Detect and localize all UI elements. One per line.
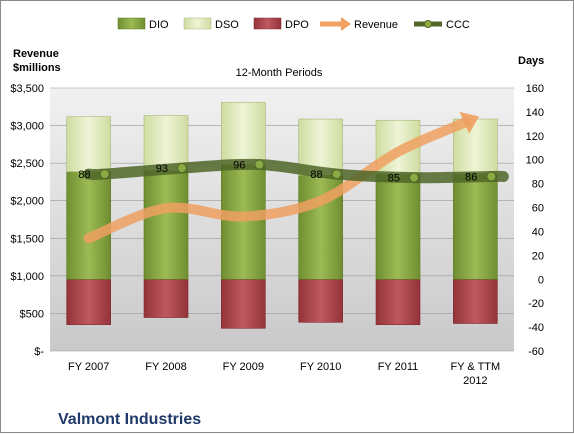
chart-title: 12-Month Periods <box>236 67 323 79</box>
dpo-bar <box>453 278 498 324</box>
x-axis-tick-label: FY & TTM <box>450 361 500 373</box>
company-name: Valmont Industries <box>58 411 201 428</box>
revenue-arrowhead <box>459 111 479 134</box>
dso-bar <box>221 102 266 165</box>
dpo-bar <box>298 278 343 323</box>
ccc-data-label: 85 <box>388 173 400 185</box>
right-axis-tick-label: -60 <box>528 346 544 358</box>
legend-revenue-arrowhead <box>341 17 351 31</box>
ccc-point <box>254 159 265 170</box>
right-axis-tick-label: 100 <box>526 155 544 167</box>
dso-bar <box>66 116 111 172</box>
ccc-point <box>409 172 419 183</box>
right-axis-tick-label: -40 <box>528 322 544 334</box>
left-axis-tick-label: $1,000 <box>10 271 44 283</box>
legend-ccc-marker <box>424 20 432 28</box>
revenue-series <box>83 111 479 244</box>
right-axis-tick-label: 20 <box>532 250 544 262</box>
left-axis-tick-label: $2,000 <box>10 196 44 208</box>
right-axis-tick-label: 60 <box>532 203 544 215</box>
x-axis-ticks: FY 2007 FY 2008 FY 2009 FY 2010 FY 2011 FY & … <box>68 361 500 387</box>
dio-bar <box>221 164 266 280</box>
dio-bar <box>143 170 189 280</box>
left-axis-title-line1: Revenue <box>13 48 59 60</box>
x-axis-tick-label: FY 2011 <box>378 361 419 373</box>
legend-dpo-label: DPO <box>285 19 309 31</box>
dpo-bar <box>221 278 266 329</box>
right-axis-tick-label: 140 <box>526 107 544 119</box>
dpo-bar <box>375 278 421 326</box>
dio-bar <box>66 171 111 280</box>
dpo-bar <box>143 278 189 318</box>
ccc-point <box>99 169 110 180</box>
legend-dio-label: DIO <box>149 19 169 31</box>
right-axis-tick-label: -20 <box>528 298 544 310</box>
ccc-data-label: 96 <box>233 160 245 172</box>
legend: DIO DSO DPO Revenue CCC <box>117 17 470 31</box>
legend-dpo-swatch <box>253 17 282 30</box>
legend-dio-swatch <box>117 17 146 30</box>
left-axis-tick-label: $3,000 <box>10 121 44 133</box>
left-axis-tick-label: $- <box>34 346 44 358</box>
legend-ccc-label: CCC <box>446 19 470 31</box>
ccc-point <box>177 163 187 174</box>
right-axis-tick-label: 160 <box>526 83 544 95</box>
x-axis-tick-label-line2: 2012 <box>463 375 487 387</box>
left-axis-ticks: $- $500 $1,000 $1,500 $2,000 $2,500 $3,000 $3,5… <box>10 83 44 358</box>
x-axis-tick-label: FY 2009 <box>223 361 264 373</box>
ccc-data-label: 86 <box>465 171 477 183</box>
left-axis-tick-label: $500 <box>20 308 44 320</box>
left-axis-tick-label: $1,500 <box>10 233 44 245</box>
ccc-point <box>331 169 342 180</box>
right-axis-ticks: -60 -40 -20 0 20 40 60 80 100 120 140 160 <box>526 83 544 358</box>
gridlines <box>50 87 514 352</box>
ccc-line <box>83 158 509 184</box>
ccc-data-label: 88 <box>310 169 322 181</box>
dpo-bar <box>66 278 111 326</box>
x-axis-tick-label: FY 2010 <box>300 361 341 373</box>
ccc-data-label: 88 <box>78 169 90 181</box>
right-axis-tick-label: 40 <box>532 226 544 238</box>
right-axis-tick-label: 0 <box>538 274 544 286</box>
ccc-data-label: 93 <box>156 163 168 175</box>
left-axis-title-line2: $millions <box>13 62 61 74</box>
right-axis-tick-label: 80 <box>532 179 544 191</box>
left-axis-tick-label: $2,500 <box>10 158 44 170</box>
ccc-series: 88 93 96 88 85 86 <box>78 158 509 185</box>
legend-dso-swatch <box>183 17 212 30</box>
legend-dso-label: DSO <box>215 19 239 31</box>
legend-revenue-label: Revenue <box>354 19 398 31</box>
x-axis-tick-label: FY 2007 <box>68 361 109 373</box>
ccc-point <box>486 171 497 182</box>
right-axis-tick-label: 120 <box>526 131 544 143</box>
revenue-line <box>83 117 472 244</box>
right-axis-title: Days <box>518 55 544 67</box>
dio-bar <box>375 173 421 280</box>
dio-bar <box>453 173 498 280</box>
left-axis-tick-label: $3,500 <box>10 83 44 95</box>
x-axis-tick-label: FY 2008 <box>145 361 186 373</box>
